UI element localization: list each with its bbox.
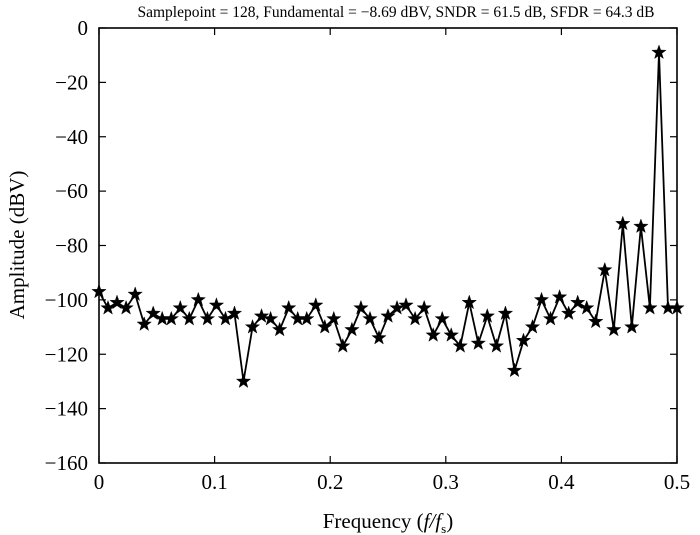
x-axis-label: Frequency (f/fs)	[323, 509, 453, 535]
x-tick-label: 0.3	[433, 470, 459, 494]
data-point-star	[425, 327, 441, 342]
series-line	[98, 52, 677, 382]
x-tick-label: 0.2	[317, 470, 343, 494]
data-point-star	[127, 286, 143, 302]
y-tick-label: −80	[55, 234, 88, 258]
data-point-star	[506, 362, 523, 378]
data-point-star	[452, 337, 468, 353]
data-point-star	[326, 310, 342, 326]
y-tick-label: −160	[45, 451, 88, 475]
data-point-star	[226, 305, 243, 320]
data-point-star	[353, 299, 369, 315]
data-point-star	[109, 294, 125, 310]
data-point-star	[163, 310, 179, 326]
data-point-star	[271, 321, 288, 337]
data-point-star	[588, 313, 604, 329]
y-tick-label: −60	[55, 179, 88, 203]
data-point-star	[172, 299, 188, 315]
data-point-star	[470, 335, 486, 350]
data-point-star	[407, 310, 423, 326]
data-point-star	[380, 308, 396, 323]
data-point-star	[651, 44, 667, 59]
data-point-star	[362, 310, 378, 326]
data-point-star	[145, 305, 161, 320]
data-point-star	[181, 310, 197, 326]
data-point-star	[669, 299, 685, 315]
data-point-star	[235, 373, 252, 388]
data-point-star	[443, 327, 459, 342]
series-layer	[91, 44, 685, 388]
plot-frame	[98, 27, 678, 464]
y-tick-label: −120	[45, 342, 88, 366]
data-point-star	[642, 299, 658, 315]
data-point-star	[551, 289, 568, 304]
y-tick-label: −140	[45, 397, 88, 421]
y-axis-label: Amplitude (dBV)	[5, 171, 29, 320]
data-point-star	[434, 310, 450, 326]
y-tick-label: −20	[55, 70, 88, 94]
x-tick-label: 0.5	[664, 470, 690, 494]
x-axis: 0 0.1 0.2 0.3 0.4 0.5	[94, 28, 690, 494]
data-point-star	[533, 291, 550, 307]
data-point-star	[244, 318, 261, 334]
data-point-star	[624, 319, 640, 334]
data-point-star	[281, 299, 297, 315]
y-tick-label: 0	[78, 16, 89, 40]
chart-title: Samplepoint = 128, Fundamental = −8.69 d…	[137, 4, 654, 21]
data-point-star	[497, 305, 514, 320]
data-point-star	[308, 297, 324, 312]
data-point-star	[371, 329, 387, 345]
y-tick-label: −100	[45, 288, 88, 312]
x-tick-label: 0.1	[201, 470, 227, 494]
data-point-star	[398, 297, 414, 312]
y-axis: 0 −20 −40 −60 −80 −100 −120 −140 −160	[45, 16, 677, 475]
data-point-star	[542, 310, 559, 326]
data-point-star	[299, 310, 315, 326]
data-point-star	[335, 337, 351, 353]
data-point-star	[208, 297, 225, 312]
data-point-star	[579, 299, 595, 315]
data-point-star	[253, 308, 270, 323]
data-point-star	[570, 294, 586, 310]
data-point-star	[479, 308, 495, 323]
data-point-star	[488, 337, 505, 353]
data-point-star	[524, 319, 541, 334]
x-tick-label: 0.4	[548, 470, 575, 494]
data-point-star	[615, 215, 631, 231]
x-tick-label: 0	[94, 470, 105, 494]
data-point-star	[560, 305, 577, 320]
data-point-star	[633, 218, 649, 233]
data-point-star	[262, 310, 279, 326]
data-point-star	[190, 291, 206, 307]
data-point-star	[344, 321, 360, 337]
data-point-star	[91, 283, 107, 299]
data-point-star	[136, 316, 152, 331]
y-tick-label: −40	[55, 125, 88, 149]
data-point-star	[416, 299, 432, 315]
data-point-star	[118, 299, 134, 315]
data-point-star	[597, 261, 613, 277]
data-point-star	[515, 332, 532, 348]
data-point-star	[461, 294, 477, 310]
data-point-star	[199, 310, 216, 326]
data-point-star	[606, 321, 622, 337]
